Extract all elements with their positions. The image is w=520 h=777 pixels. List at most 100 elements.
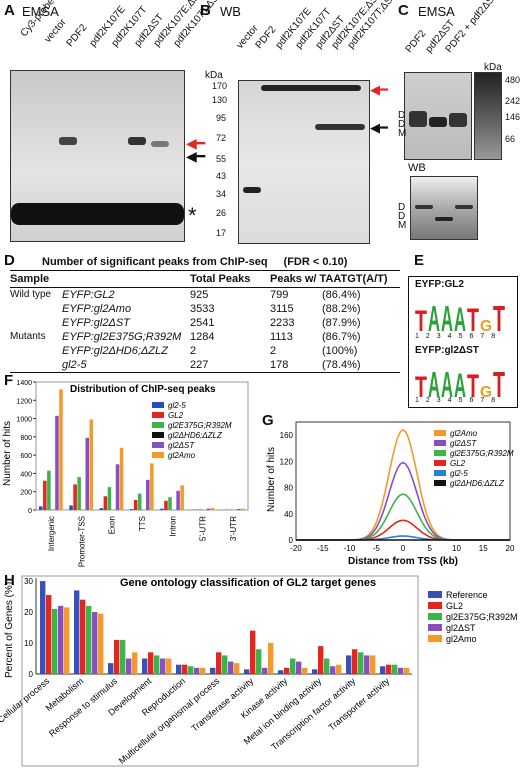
col-header: Sample: [10, 273, 50, 285]
bar: [222, 655, 228, 674]
bar: [380, 666, 386, 674]
legend-label: gl2Amo: [450, 429, 478, 438]
panel-h-letter: H: [4, 572, 15, 589]
bar: [150, 463, 154, 510]
legend-label: gl2-5: [450, 469, 468, 478]
chart-f: Number of hits 0 200 400 600 800 1000 1200 1400 D…: [2, 380, 249, 567]
wb-blot-c: [410, 176, 478, 240]
legend-label: Reference: [446, 590, 488, 600]
kda-label-b: kDa: [205, 70, 223, 81]
logo-title: EYFP:gl2ΔST: [415, 345, 479, 356]
table-cell: (78.4%): [322, 359, 361, 371]
table-body: Wild type EYFP:GL2 925 799 (86.4%) EYFP:gl2Am…: [10, 288, 400, 373]
x-tick-label: Transferase activity: [189, 676, 255, 734]
panel-a-letter: A: [4, 2, 15, 19]
table-fdr: (FDR < 0.10): [283, 256, 348, 268]
plot-frame: [21, 575, 419, 767]
arrow-black-a: ◀━: [186, 148, 206, 164]
bar: [194, 667, 200, 674]
y-axis-label: Number of hits: [2, 421, 13, 486]
series-line: [296, 461, 510, 541]
table-row: gl2-5 227 178 (78.4%): [10, 358, 400, 373]
table-cell: EYFP:GL2: [62, 289, 115, 301]
row-group: [10, 345, 62, 357]
table-cell: 3533: [190, 303, 215, 315]
legend-swatch: [152, 402, 164, 408]
bar: [188, 666, 194, 674]
table-cell: 1113: [270, 331, 293, 343]
lane-label: PDF2: [403, 28, 429, 55]
table-cell: EYFP:gl2E375G;R392M: [62, 331, 182, 343]
y-tick-label: 20: [24, 608, 33, 617]
panel-b-title: WB: [220, 4, 241, 19]
bar: [148, 652, 154, 674]
bar: [210, 667, 216, 674]
arrow-red-b: ◀━: [370, 82, 388, 97]
series-line: [296, 519, 510, 541]
table-cell: (86.4%): [322, 289, 361, 301]
logo-letter: A: [454, 301, 466, 333]
legend-swatch: [152, 442, 164, 448]
panel-c-title: EMSA: [418, 4, 455, 19]
bar: [129, 509, 134, 510]
table-row: EYFP:gl2Amo 3533 3115 (88.2%): [10, 302, 400, 316]
kda-marker: 72: [216, 133, 227, 143]
kda-marker: 95: [216, 113, 227, 123]
table-cell: 799: [270, 289, 289, 301]
logo-positions: 12345678: [415, 397, 503, 404]
chart-h: Gene ontology classification of GL2 targ…: [0, 575, 518, 767]
panel-f-letter: F: [4, 372, 14, 389]
table-cell: EYFP:gl2ΔST: [62, 317, 130, 329]
logo-letter: T: [493, 298, 505, 333]
legend-swatch: [434, 430, 446, 436]
y-tick-label: 80: [284, 484, 293, 493]
y-axis-label: Number of hits: [266, 447, 277, 512]
d-label: D: [398, 202, 406, 213]
bar: [120, 639, 126, 674]
kda-marker: 55: [216, 154, 227, 164]
panel-b-letter: B: [200, 2, 211, 19]
bar: [244, 669, 250, 674]
bar: [133, 499, 138, 510]
d-label: D: [398, 110, 406, 121]
y-tick-label: 160: [280, 431, 294, 440]
bar: [86, 605, 92, 674]
table-row: EYFP:gl2ΔHD6;ΔZLZ 2 2 (100%): [10, 344, 400, 358]
bar: [234, 663, 240, 674]
legend-swatch: [428, 624, 442, 631]
y-tick-label: 10: [24, 639, 33, 648]
bar: [330, 666, 336, 674]
bar: [370, 655, 376, 674]
legend-label: gl2ΔHD6;ΔZLZ: [168, 431, 223, 440]
bar: [398, 667, 404, 674]
table-cell: EYFP:gl2Amo: [62, 303, 132, 315]
kda-marker: 43: [216, 171, 227, 181]
emsa-gel-a: [10, 70, 185, 242]
bar: [268, 643, 274, 674]
bar: [318, 646, 324, 674]
bar: [99, 508, 104, 510]
bar: [58, 605, 64, 674]
bar: [40, 581, 46, 674]
bar: [206, 508, 211, 510]
lane-label: PDF2: [64, 22, 90, 49]
legend-swatch: [152, 412, 164, 418]
bar: [358, 652, 364, 674]
legend-swatch: [428, 613, 442, 620]
legend-swatch: [434, 470, 446, 476]
bar: [364, 655, 370, 674]
y-tick-label: 800: [20, 435, 32, 442]
logo-letter: A: [454, 367, 466, 399]
panel-d-letter: D: [4, 252, 15, 269]
logo-letter: A: [428, 364, 440, 399]
logo-letter: A: [441, 298, 453, 333]
bar: [64, 607, 70, 674]
bar: [126, 658, 132, 674]
panel-g-letter: G: [262, 412, 274, 429]
bar: [89, 419, 94, 510]
m-label: M: [398, 128, 407, 139]
y-axis-label: Percent of Genes (%): [4, 582, 15, 678]
table-cell: 2: [270, 345, 277, 357]
